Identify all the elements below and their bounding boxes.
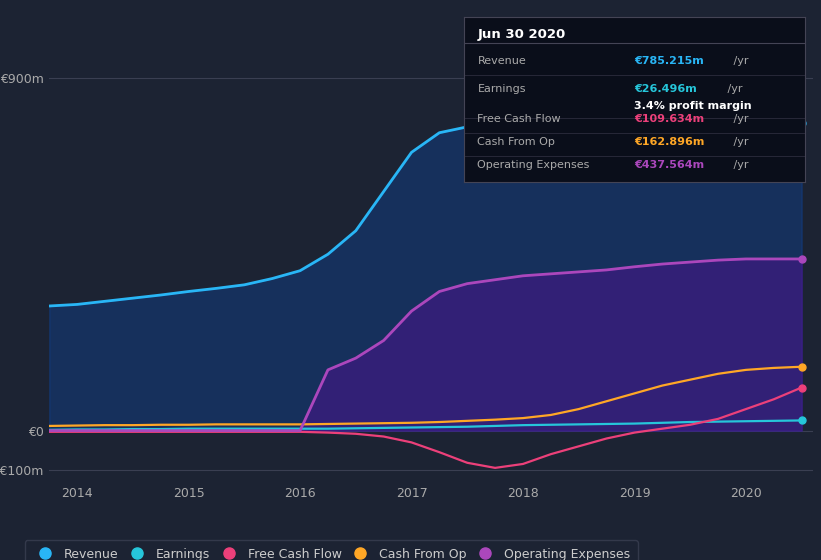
Text: Earnings: Earnings [478, 85, 526, 95]
Text: €785.215m: €785.215m [635, 57, 704, 67]
Text: Revenue: Revenue [478, 57, 526, 67]
Text: /yr: /yr [731, 114, 749, 124]
Legend: Revenue, Earnings, Free Cash Flow, Cash From Op, Operating Expenses: Revenue, Earnings, Free Cash Flow, Cash … [25, 540, 638, 560]
Text: Jun 30 2020: Jun 30 2020 [478, 29, 566, 41]
Text: /yr: /yr [731, 57, 749, 67]
Text: €437.564m: €437.564m [635, 161, 704, 170]
Text: Cash From Op: Cash From Op [478, 137, 555, 147]
Text: €162.896m: €162.896m [635, 137, 704, 147]
Text: /yr: /yr [731, 161, 749, 170]
Text: €26.496m: €26.496m [635, 85, 697, 95]
Text: Operating Expenses: Operating Expenses [478, 161, 589, 170]
Text: Free Cash Flow: Free Cash Flow [478, 114, 561, 124]
Text: /yr: /yr [724, 85, 743, 95]
Text: €109.634m: €109.634m [635, 114, 704, 124]
Text: /yr: /yr [731, 137, 749, 147]
Text: 3.4% profit margin: 3.4% profit margin [635, 101, 752, 111]
